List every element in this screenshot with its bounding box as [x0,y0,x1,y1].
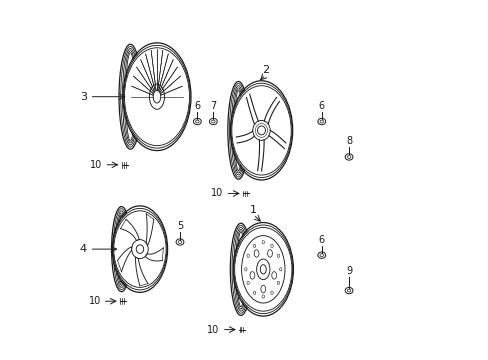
Ellipse shape [113,209,129,289]
Ellipse shape [123,45,190,148]
Ellipse shape [234,228,291,311]
Ellipse shape [121,46,140,147]
Ellipse shape [229,84,247,177]
Text: 2: 2 [262,65,269,75]
Ellipse shape [235,230,246,309]
Ellipse shape [233,228,248,311]
Ellipse shape [118,215,124,283]
Text: 4: 4 [80,244,86,254]
Text: 10: 10 [88,296,101,306]
Text: 6: 6 [318,101,324,111]
Ellipse shape [124,48,189,145]
Ellipse shape [122,49,138,145]
Ellipse shape [232,88,244,173]
Ellipse shape [115,211,128,287]
Ellipse shape [234,90,242,171]
Text: 1: 1 [249,205,256,215]
Ellipse shape [114,211,166,287]
Ellipse shape [117,213,126,285]
Text: 10: 10 [90,160,102,170]
Ellipse shape [113,208,166,290]
Ellipse shape [231,225,249,313]
Text: 10: 10 [207,325,219,334]
Text: 5: 5 [177,221,183,231]
Ellipse shape [124,51,136,143]
Text: 8: 8 [346,136,351,146]
Ellipse shape [233,225,292,314]
Text: 3: 3 [80,92,86,102]
Text: 6: 6 [318,234,324,244]
Text: 7: 7 [210,101,216,111]
Ellipse shape [125,53,135,141]
Ellipse shape [231,86,245,175]
Text: 6: 6 [194,101,200,111]
Text: 10: 10 [210,189,223,198]
Text: 9: 9 [346,266,351,276]
Ellipse shape [231,83,291,177]
Ellipse shape [237,232,244,307]
Ellipse shape [231,86,291,175]
